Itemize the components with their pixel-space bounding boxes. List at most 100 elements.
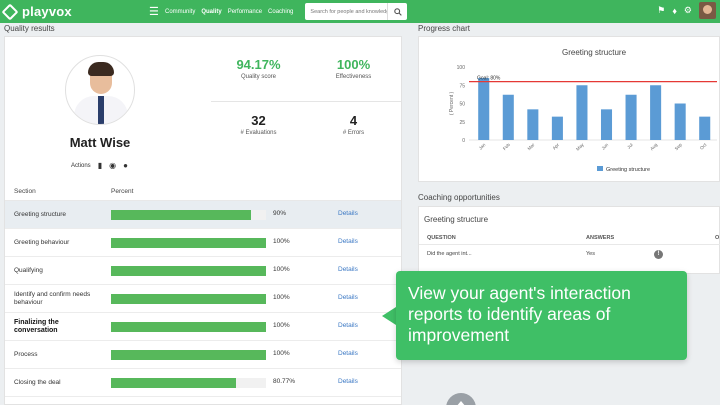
row-percent: 100% bbox=[273, 322, 290, 329]
actions-row: Actions ▮ ◉ ● bbox=[71, 161, 128, 170]
logo[interactable]: playvox bbox=[1, 3, 134, 20]
table-row[interactable]: Greeting structure 90% Details bbox=[5, 201, 401, 229]
column-question: QUESTION bbox=[427, 235, 456, 241]
stat-label: # Evaluations bbox=[240, 130, 277, 136]
progress-chart-panel: Greeting structure ( Percent ) 0 25 50 75 100 J… bbox=[418, 36, 720, 182]
x-tick-label: May bbox=[575, 142, 585, 152]
promo-callout: View your agent's interaction reports to… bbox=[396, 271, 687, 360]
details-link[interactable]: Details bbox=[338, 322, 358, 329]
details-link[interactable]: Details bbox=[338, 210, 358, 217]
logo-mark-icon bbox=[1, 3, 19, 20]
y-axis-label: ( Percent ) bbox=[449, 91, 455, 115]
chart-title: Greeting structure bbox=[562, 48, 627, 57]
user-avatar[interactable] bbox=[699, 2, 716, 19]
details-link[interactable]: Details bbox=[338, 266, 358, 273]
stat-value: 100% bbox=[336, 57, 371, 72]
coaching-row[interactable]: Did the agent int... Yes ! bbox=[419, 246, 720, 262]
nav-quality[interactable]: Quality bbox=[201, 8, 222, 15]
stat-label: Effectiveness bbox=[335, 74, 372, 80]
table-row[interactable]: Qualifying 100% Details bbox=[5, 257, 401, 285]
top-bar: playvox ☰ Community Quality Performance Coa… bbox=[0, 0, 720, 23]
alert-icon[interactable]: ! bbox=[654, 250, 663, 259]
goal-line-label: Goal: 80% bbox=[477, 76, 501, 82]
stat-3: 4 # Errors bbox=[306, 113, 401, 136]
y-tick-label: 75 bbox=[459, 83, 465, 89]
progress-bar bbox=[111, 266, 266, 276]
progress-bar-fill bbox=[111, 294, 266, 304]
progress-bar-fill bbox=[111, 266, 266, 276]
chart-bar bbox=[551, 116, 563, 140]
stat-2: 32 # Evaluations bbox=[211, 113, 306, 136]
progress-bar bbox=[111, 322, 266, 332]
search-input[interactable]: Search for people and knowledge bbox=[305, 3, 388, 20]
hamburger-menu-icon[interactable]: ☰ bbox=[149, 6, 159, 18]
megaphone-icon[interactable]: ⚑ bbox=[657, 5, 666, 15]
progress-chart: Greeting structure ( Percent ) 0 25 50 75 100 J… bbox=[449, 48, 717, 173]
row-section: Identify and confirm needs behaviour bbox=[14, 291, 91, 306]
row-percent: 100% bbox=[273, 238, 290, 245]
callout-text: View your agent's interaction reports to… bbox=[408, 283, 631, 345]
details-link[interactable]: Details bbox=[338, 350, 358, 357]
stat-label: # Errors bbox=[342, 130, 365, 136]
details-link[interactable]: Details bbox=[338, 238, 358, 245]
nav-community[interactable]: Community bbox=[165, 8, 196, 15]
details-link[interactable]: Details bbox=[338, 378, 358, 385]
row-section: Process bbox=[14, 351, 38, 358]
row-section: Closing the deal bbox=[14, 379, 61, 386]
row-percent: 100% bbox=[273, 294, 290, 301]
stat-label: Quality score bbox=[240, 74, 276, 80]
logo-text: playvox bbox=[22, 4, 72, 19]
coaching-subtitle: Greeting structure bbox=[424, 215, 489, 224]
row-section: Finalizing the conversation bbox=[14, 319, 59, 334]
chart-bar bbox=[576, 85, 588, 140]
search-button[interactable] bbox=[387, 3, 408, 20]
award-icon[interactable]: ◉ bbox=[109, 161, 117, 170]
coaching-table-header: QUESTION ANSWERS O bbox=[419, 231, 720, 245]
y-tick-label: 0 bbox=[462, 138, 465, 144]
team-icon[interactable]: ● bbox=[123, 161, 128, 170]
progress-bar-fill bbox=[111, 210, 251, 220]
chart-bar bbox=[527, 109, 539, 140]
stats-divider bbox=[211, 101, 401, 102]
row-section: Greeting structure bbox=[14, 211, 67, 218]
progress-bar bbox=[111, 378, 266, 388]
bell-icon[interactable]: ♦ bbox=[672, 5, 677, 16]
chart-bar bbox=[600, 109, 613, 140]
x-tick-label: Aug bbox=[649, 142, 659, 152]
stat-1: 100% Effectiveness bbox=[306, 57, 401, 80]
progress-bar-fill bbox=[111, 350, 266, 360]
column-section: Section bbox=[14, 188, 36, 195]
chart-bar bbox=[478, 77, 490, 140]
stat-value: 94.17% bbox=[236, 57, 281, 72]
row-percent: 90% bbox=[273, 210, 287, 217]
x-tick-label: Oct bbox=[699, 142, 708, 151]
table-row[interactable]: Process 100% Details bbox=[5, 341, 401, 369]
stat-value: 32 bbox=[251, 113, 266, 128]
progress-bar-fill bbox=[111, 322, 266, 332]
x-tick-label: Apr bbox=[552, 142, 561, 151]
coaching-answer: Yes bbox=[586, 251, 595, 257]
x-tick-label: Feb bbox=[502, 142, 511, 151]
table-row[interactable]: Identify and confirm needs behaviour 100%… bbox=[5, 285, 401, 313]
nav-coaching[interactable]: Coaching bbox=[268, 8, 294, 15]
details-link[interactable]: Details bbox=[338, 294, 358, 301]
top-icons: ⚑ ♦ ⚙ bbox=[650, 2, 716, 19]
agent-name: Matt Wise bbox=[69, 135, 131, 150]
y-tick-label: 100 bbox=[457, 65, 466, 71]
comment-icon[interactable]: ▮ bbox=[97, 161, 103, 170]
progress-chart-title: Progress chart bbox=[418, 24, 471, 33]
table-row[interactable]: Greeting behaviour 100% Details bbox=[5, 229, 401, 257]
table-row[interactable]: Closing the deal 80.77% Details bbox=[5, 369, 401, 397]
main-nav: Community Quality Performance Coaching bbox=[165, 9, 299, 15]
row-percent: 100% bbox=[273, 350, 290, 357]
chart-bar bbox=[502, 94, 514, 140]
nav-performance[interactable]: Performance bbox=[227, 8, 263, 15]
scroll-up-button[interactable] bbox=[446, 393, 476, 405]
table-row[interactable]: Data protection100%Details bbox=[5, 397, 401, 405]
table-row[interactable]: Finalizing the conversation 100% Details bbox=[5, 313, 401, 341]
x-tick-label: Sep bbox=[674, 142, 684, 152]
gear-icon[interactable]: ⚙ bbox=[683, 5, 692, 15]
progress-bar-fill bbox=[111, 238, 266, 248]
row-percent: 100% bbox=[273, 266, 290, 273]
x-tick-label: Jun bbox=[601, 142, 610, 151]
